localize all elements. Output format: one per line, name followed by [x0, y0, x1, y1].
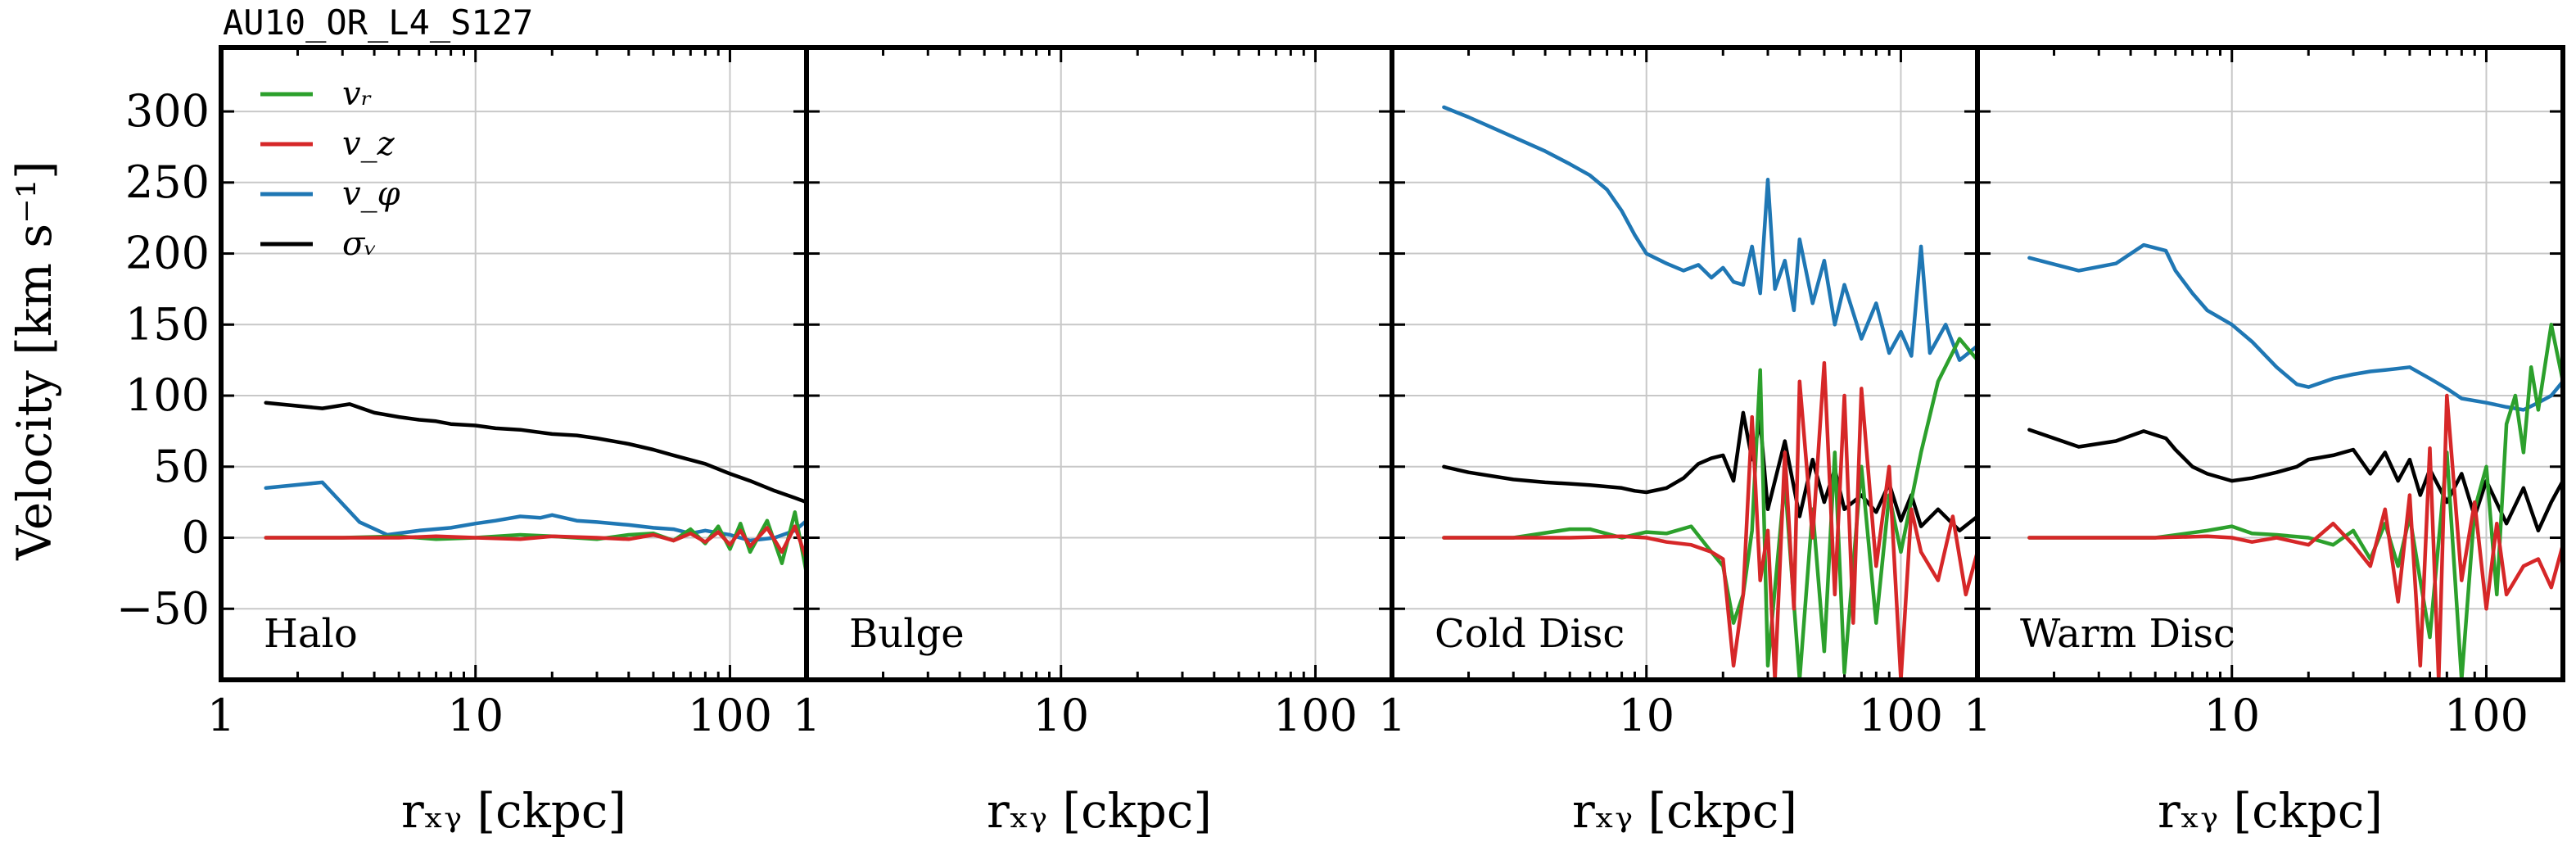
series-line-sigma-v	[264, 401, 807, 505]
y-tick-label: 50	[153, 441, 210, 492]
series-line-v-phi	[2027, 242, 2563, 412]
panel-warm-disc: 1 10 100 Warm Disc rₓᵧ [ckpc]	[1964, 45, 2565, 839]
y-tick-label: 200	[125, 228, 210, 279]
series-line-v-z	[2027, 393, 2563, 680]
legend-label-v-z: v_z	[342, 125, 395, 163]
panel-frame	[1390, 45, 1980, 682]
x-tick-label: 10	[1618, 690, 1674, 741]
panel-bulge: 1 10 100 Bulge rₓᵧ [ckpc]	[793, 45, 1394, 839]
series-line-v-r	[264, 510, 807, 576]
series-line-v-r	[2027, 323, 2563, 680]
y-tick-label: 0	[182, 512, 210, 564]
x-tick-label: 10	[1033, 690, 1089, 741]
panel-halo: 1 10 100 Halo rₓᵧ [ckpc]	[207, 45, 809, 839]
x-tick-label: 10	[2203, 690, 2260, 741]
legend: vᵣ v_z v_φ σᵥ	[260, 75, 400, 263]
y-tick-label: 250	[125, 156, 210, 208]
x-tick-label: 1	[1378, 690, 1406, 741]
panel-label: Bulge	[849, 611, 965, 657]
series-line-sigma-v	[1442, 410, 1977, 533]
x-axis-label: rₓᵧ [ckpc]	[987, 783, 1212, 839]
x-tick-label: 100	[2444, 690, 2529, 741]
chart-title: AU10_OR_L4_S127	[223, 2, 533, 43]
x-tick-label: 1	[207, 690, 235, 741]
y-tick-label: −50	[116, 582, 210, 634]
panel-frame	[804, 45, 1394, 682]
x-tick-label: 1	[793, 690, 820, 741]
y-axis-label: Velocity [km s⁻¹]	[7, 161, 62, 560]
series-group	[264, 401, 807, 576]
x-axis-label: rₓᵧ [ckpc]	[2158, 783, 2383, 839]
y-tick-label: 100	[125, 369, 210, 421]
series-line-v-phi	[1442, 105, 1977, 362]
panel-cold-disc: 1 10 100 Cold Disc rₓᵧ [ckpc]	[1378, 45, 1980, 839]
x-tick-label: 100	[1273, 690, 1358, 741]
panel-label: Warm Disc	[2020, 611, 2235, 657]
y-tick-label: 300	[125, 85, 210, 137]
legend-label-v-phi: v_φ	[342, 175, 400, 213]
panel-frame	[1975, 45, 2565, 682]
panel-label: Halo	[264, 611, 358, 657]
x-tick-label: 100	[1859, 690, 1943, 741]
legend-label-sigma-v: σᵥ	[342, 225, 377, 263]
y-tick-label: 150	[125, 298, 210, 350]
x-tick-label: 10	[447, 690, 504, 741]
legend-label-v-r: vᵣ	[342, 75, 372, 113]
x-axis-label: rₓᵧ [ckpc]	[1572, 783, 1797, 839]
series-group	[2027, 242, 2563, 680]
series-line-v-phi	[264, 480, 807, 543]
panel-label: Cold Disc	[1435, 611, 1625, 657]
series-line-v-z	[264, 524, 807, 561]
series-line-v-z	[1442, 360, 1977, 680]
series-group	[1442, 105, 1977, 680]
x-tick-label: 1	[1964, 690, 1991, 741]
x-axis-label: rₓᵧ [ckpc]	[401, 783, 626, 839]
x-tick-label: 100	[688, 690, 772, 741]
